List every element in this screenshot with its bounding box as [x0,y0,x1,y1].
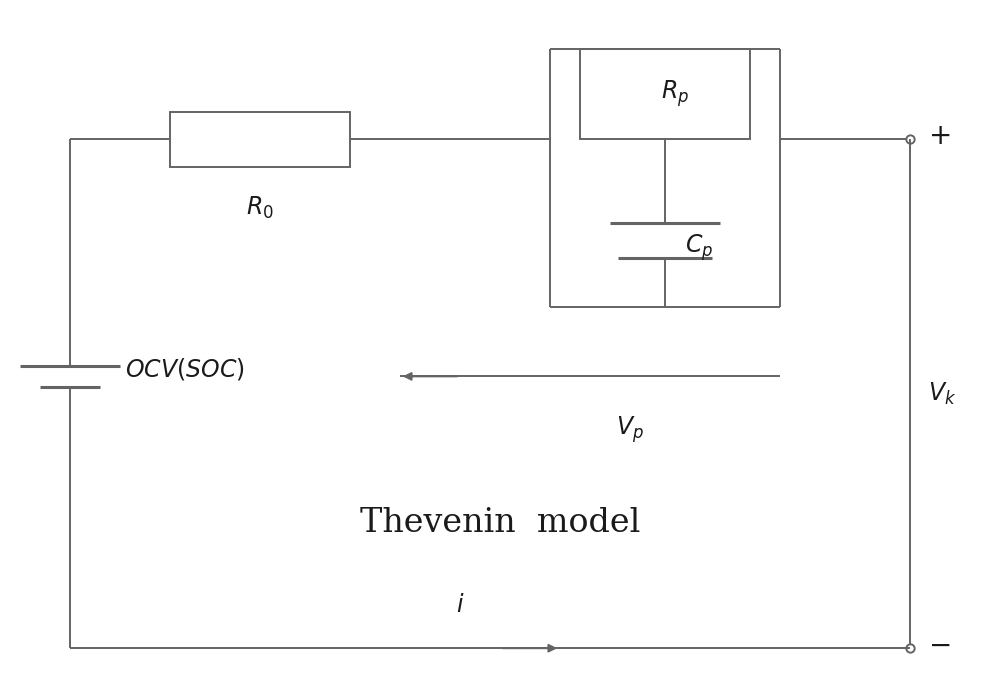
Text: $+$: $+$ [928,122,950,150]
Text: $OCV(SOC)$: $OCV(SOC)$ [125,356,245,383]
Text: $R_0$: $R_0$ [246,195,274,222]
Text: $i$: $i$ [456,593,464,617]
Bar [170,112,350,167]
Text: $-$: $-$ [928,631,950,659]
Text: Thevenin  model: Thevenin model [360,507,640,539]
Text: $V_p$: $V_p$ [616,415,644,445]
Text: $C_p$: $C_p$ [685,232,713,263]
Bar [580,49,750,139]
Text: $R_p$: $R_p$ [661,79,689,109]
Text: $V_k$: $V_k$ [928,381,956,407]
